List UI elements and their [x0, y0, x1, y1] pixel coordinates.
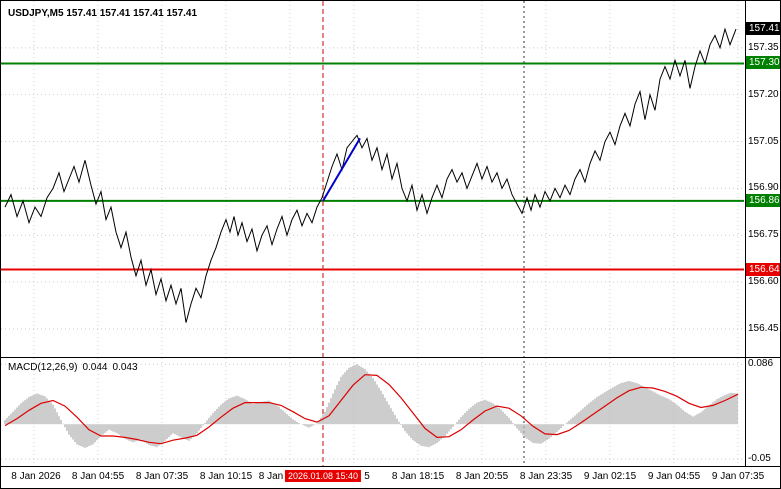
selected-time-badge: 2026.01.08 15:40	[284, 470, 362, 482]
macd-indicator-label: MACD(12,26,9) 0.044 0.043	[8, 362, 143, 373]
macd-signal-value: 0.043	[112, 362, 138, 373]
macd-name: MACD(12,26,9)	[8, 362, 78, 373]
macd-main-value: 0.044	[82, 362, 108, 373]
symbol-ohlc-label: USDJPY,M5 157.41 157.41 157.41 157.41	[8, 8, 198, 19]
